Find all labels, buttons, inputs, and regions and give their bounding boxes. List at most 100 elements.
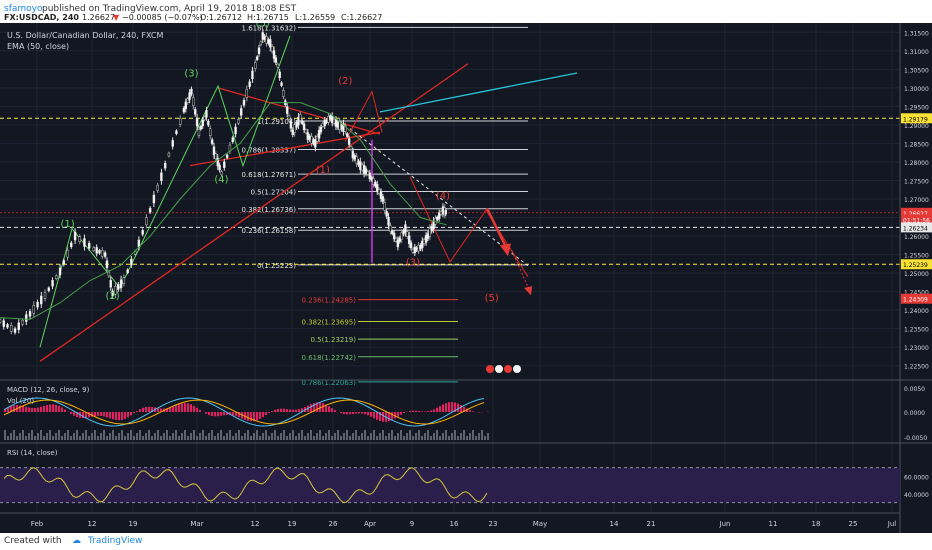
candle-body	[257, 47, 261, 54]
macd-line	[3, 397, 485, 427]
macd-hist-bar	[178, 404, 180, 412]
macd-hist-bar	[10, 405, 12, 412]
macd-hist-bar	[199, 409, 201, 412]
macd-hist-bar	[472, 411, 474, 412]
candle-body	[171, 140, 174, 147]
candle-body	[280, 82, 283, 86]
candle-body	[245, 89, 249, 98]
volume-bar	[43, 436, 45, 440]
y-tick-label: 1.27500	[904, 178, 929, 185]
candle-body	[192, 97, 195, 106]
volume-bar	[142, 436, 144, 440]
macd-hist-bar	[409, 410, 411, 412]
candle-body	[317, 129, 321, 139]
candle-body	[205, 110, 208, 118]
macd-hist-bar	[226, 412, 228, 415]
event-marker-icon	[513, 365, 521, 373]
ema-legend: EMA (50, close)	[7, 42, 69, 51]
volume-bar	[46, 433, 48, 440]
price-badge	[901, 214, 932, 225]
symbol-label: FX:USDCAD, 240	[4, 13, 79, 22]
candle-body	[254, 62, 257, 69]
volume-bar	[49, 430, 51, 440]
candle-body	[218, 164, 221, 171]
candle-body	[302, 123, 306, 130]
macd-hist-bar	[46, 405, 48, 412]
candle-body	[107, 271, 111, 277]
time-axis[interactable]: Feb 12 19 Mar 12 19 26 Apr 9 16 23 May 14 21 Jun 11 18 25…	[0, 512, 900, 528]
candle-body	[193, 109, 197, 115]
quote-high: H:1.26715	[247, 13, 289, 22]
price-badge-label: 1.24309	[903, 297, 928, 304]
candle-body	[346, 133, 349, 137]
candle-body	[242, 99, 246, 106]
y-tick-label: 1.30500	[904, 67, 929, 74]
rsi-legend: RSI (14, close)	[7, 449, 58, 457]
volume-bar	[187, 436, 189, 440]
macd-hist-bar	[400, 412, 402, 415]
macd-hist-bar	[403, 412, 405, 413]
volume-bar	[469, 433, 471, 440]
macd-hist-bar	[367, 412, 369, 416]
volume-bar	[214, 436, 216, 440]
volume-bar	[376, 436, 378, 440]
chart-canvas[interactable]: 1.618(1.31632) 1(1.29104) 0.786(1.28337) 0.…	[0, 23, 932, 533]
candle-body	[293, 124, 296, 133]
macd-hist-bar	[106, 412, 108, 418]
volume-bar	[181, 433, 183, 440]
price-axis[interactable]: 1.31500 1.31000 1.30500 1.30000 1.29500 1.290…	[899, 23, 932, 533]
y-tick-label: 1.29000	[904, 123, 929, 130]
macd-hist-bar	[412, 410, 414, 412]
candle-body	[316, 136, 319, 142]
macd-hist-bar	[220, 412, 222, 416]
candle-body	[32, 305, 35, 314]
candle-body	[36, 301, 39, 308]
red-wave-path	[409, 176, 529, 278]
volume-bar	[22, 430, 24, 440]
macd-tick-label: -0.0050	[904, 435, 927, 442]
macd-hist-bar	[37, 407, 39, 412]
macd-hist-bar	[268, 412, 270, 413]
volume-bar	[433, 433, 435, 440]
candle-body	[201, 119, 204, 127]
volume-bar	[115, 436, 117, 440]
macd-hist-bar	[460, 405, 462, 412]
volume-bar	[370, 433, 372, 440]
wave-label: (4)	[436, 191, 450, 202]
candle-body	[259, 41, 263, 46]
volume-bar	[154, 433, 156, 440]
volume-bar	[280, 433, 282, 440]
macd-hist-bar	[283, 408, 285, 412]
volume-bar	[169, 436, 171, 440]
wave-label: (3)	[184, 69, 198, 80]
grid-lines	[0, 23, 900, 513]
macd-hist-bar	[262, 412, 264, 418]
macd-hist-bar	[169, 407, 171, 412]
footer-brand[interactable]: TradingView	[88, 536, 143, 546]
wave-label: (2)	[106, 291, 120, 302]
candle-body	[111, 290, 114, 297]
macd-hist-bar	[319, 402, 321, 412]
volume-bar	[463, 430, 465, 440]
macd-hist-bar	[58, 405, 60, 412]
macd-hist-bar	[127, 412, 129, 418]
candle-body	[424, 235, 428, 243]
x-tick-label: Mar	[190, 520, 203, 528]
volume-bar	[148, 430, 150, 440]
green-wave-path	[39, 35, 291, 348]
volume-bar	[436, 430, 438, 440]
author-name[interactable]: sfamoyo	[4, 4, 43, 14]
candle-body	[364, 168, 368, 174]
volume-bar	[205, 436, 207, 440]
macd-hist-bar	[379, 412, 381, 422]
macd-tick-label: 0.0050	[904, 386, 925, 393]
candle-body	[6, 324, 9, 328]
volume-bar	[109, 433, 111, 440]
wave-label: (1)	[60, 219, 74, 230]
macd-hist-bar	[349, 412, 351, 415]
volume-bar	[292, 430, 294, 440]
candle-body	[389, 225, 392, 232]
macd-hist-bar	[13, 405, 15, 412]
x-tick-label: 12	[251, 520, 260, 528]
macd-tick-label: 0.0000	[904, 410, 925, 417]
